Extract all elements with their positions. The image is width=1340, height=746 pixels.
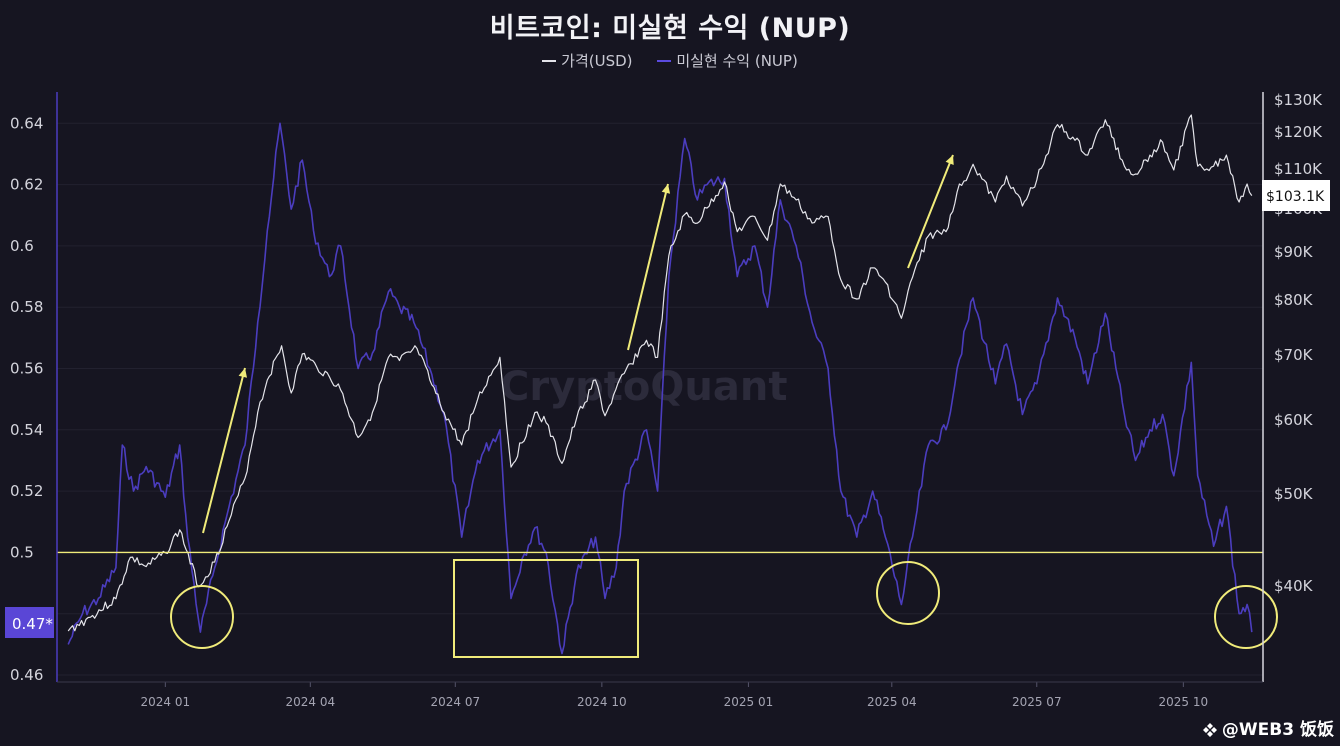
value-tags: 0.47* $103.1K: [5, 180, 1330, 638]
nup-series-line: [67, 122, 1253, 655]
highlight-box: [453, 559, 639, 658]
y-right-tick-label: $70K: [1274, 346, 1314, 364]
legend-item-nup[interactable]: 미실현 수익 (NUP): [657, 50, 798, 71]
arrow-head-icon: [661, 184, 671, 194]
axes: 0.460.480.50.520.540.560.580.60.620.64$4…: [10, 91, 1323, 709]
x-tick-label: 2024 07: [430, 695, 480, 709]
price-series-line: [67, 114, 1253, 632]
plot-area: [67, 114, 1253, 655]
y-left-tick-label: 0.6: [10, 237, 34, 255]
x-tick-label: 2025 04: [867, 695, 917, 709]
watermark-text: CryptoQuant: [500, 364, 787, 410]
chart-title: 비트코인: 미실현 수익 (NUP): [489, 13, 851, 44]
x-tick-label: 2025 01: [724, 695, 774, 709]
arrow-head-icon: [945, 155, 954, 165]
current-nup-tag: [5, 607, 54, 638]
annotations: [57, 154, 1278, 658]
x-tick-label: 2025 07: [1012, 695, 1062, 709]
y-right-tick-label: $50K: [1274, 485, 1314, 503]
uptrend-arrow: [627, 183, 669, 351]
y-left-tick-label: 0.62: [10, 176, 43, 194]
y-left-tick-label: 0.52: [10, 482, 43, 500]
y-right-tick-label: $120K: [1274, 123, 1323, 141]
legend-item-price[interactable]: 가격(USD): [542, 50, 633, 71]
legend-swatch-nup: [657, 59, 672, 62]
y-left-tick-label: 0.5: [10, 543, 34, 561]
y-right-tick-label: $90K: [1274, 243, 1314, 261]
credit-text: @WEB3 饭饭: [1221, 720, 1334, 740]
y-left-tick-label: 0.64: [10, 114, 43, 132]
highlight-circle: [876, 561, 940, 625]
y-right-tick-label: $130K: [1274, 91, 1323, 109]
y-right-tick-label: $80K: [1274, 291, 1314, 309]
arrow-head-icon: [238, 368, 247, 378]
uptrend-arrow: [202, 367, 246, 534]
binance-diamond-icon: [1202, 723, 1217, 737]
current-nup-value: 0.47*: [12, 615, 53, 633]
chart-legend: 가격(USD) 미실현 수익 (NUP): [0, 50, 1340, 71]
current-price-value: $103.1K: [1266, 189, 1325, 205]
legend-swatch-price: [542, 59, 557, 62]
legend-label-price: 가격(USD): [561, 52, 633, 70]
y-right-tick-label: $60K: [1274, 411, 1314, 429]
highlight-circle: [170, 585, 234, 649]
y-left-tick-label: 0.56: [10, 360, 43, 378]
legend-label-nup: 미실현 수익 (NUP): [676, 52, 798, 70]
y-right-tick-label: $40K: [1274, 577, 1314, 595]
x-tick-label: 2024 01: [141, 695, 191, 709]
y-left-tick-label: 0.58: [10, 298, 43, 316]
y-left-tick-label: 0.54: [10, 421, 43, 439]
current-price-tag: [1262, 180, 1330, 211]
uptrend-arrow: [907, 154, 954, 269]
y-left-tick-label: 0.46: [10, 666, 43, 684]
highlight-circle: [1214, 585, 1278, 649]
y-right-tick-label: $110K: [1274, 160, 1323, 178]
x-tick-label: 2024 10: [577, 695, 627, 709]
source-credit: @WEB3 饭饭: [1202, 715, 1334, 740]
x-tick-label: 2024 04: [285, 695, 335, 709]
x-tick-label: 2025 10: [1159, 695, 1209, 709]
